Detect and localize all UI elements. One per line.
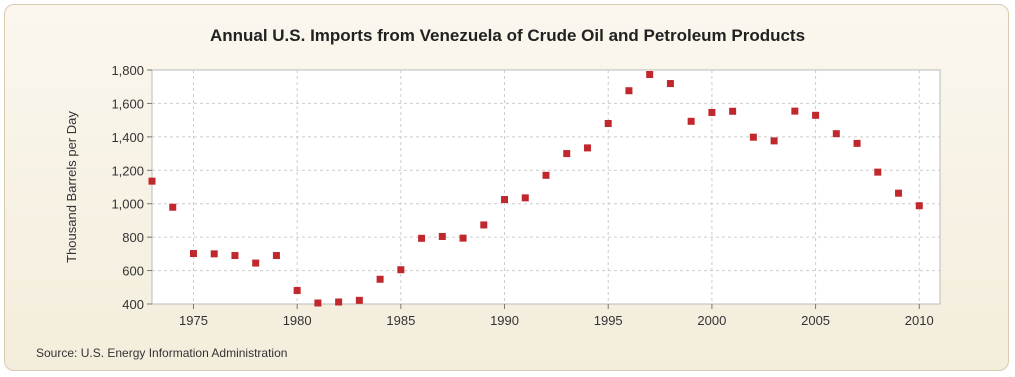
data-point xyxy=(252,259,260,267)
x-tick-label: 2000 xyxy=(697,313,726,328)
data-point xyxy=(189,250,197,258)
x-tick-label: 1990 xyxy=(490,313,519,328)
y-tick-label: 400 xyxy=(122,297,144,312)
data-point xyxy=(376,275,384,283)
plot-area xyxy=(151,69,941,305)
data-point xyxy=(625,87,633,95)
source-note: Source: U.S. Energy Information Administ… xyxy=(36,346,288,360)
data-point xyxy=(874,168,882,176)
data-point xyxy=(148,177,156,185)
data-point xyxy=(666,80,674,88)
data-point xyxy=(480,221,488,229)
data-point xyxy=(272,252,280,260)
data-point xyxy=(729,107,737,115)
data-point xyxy=(812,111,820,119)
x-tick-label: 1985 xyxy=(386,313,415,328)
data-point xyxy=(895,189,903,197)
data-point xyxy=(438,232,446,240)
y-tick-label: 1,800 xyxy=(111,63,144,78)
data-point xyxy=(853,139,861,147)
x-tick-label: 2010 xyxy=(905,313,934,328)
chart-title: Annual U.S. Imports from Venezuela of Cr… xyxy=(209,26,806,45)
y-axis: 400 600 800 1,000 1,200 1,400 1,600 1,800 xyxy=(111,63,152,312)
data-point xyxy=(708,108,716,116)
y-tick-label: 1,600 xyxy=(111,96,144,111)
data-point xyxy=(749,133,757,141)
data-point xyxy=(583,144,591,152)
data-point xyxy=(563,150,571,158)
y-axis-label: Thousand Barrels per Day xyxy=(64,111,79,263)
data-point xyxy=(314,299,322,307)
data-point xyxy=(459,234,467,242)
data-point xyxy=(501,196,509,204)
data-point xyxy=(293,286,301,294)
data-point xyxy=(542,171,550,179)
data-point xyxy=(604,119,612,127)
x-axis: 1975 1980 1985 1990 1995 2000 2005 2010 xyxy=(179,304,934,328)
y-tick-label: 1,400 xyxy=(111,130,144,145)
x-tick-label: 1975 xyxy=(179,313,208,328)
grid-lines xyxy=(152,70,940,304)
x-tick-label: 1980 xyxy=(283,313,312,328)
data-point xyxy=(791,107,799,115)
data-point xyxy=(210,250,218,258)
data-point xyxy=(832,130,840,138)
data-point xyxy=(687,117,695,125)
x-tick-label: 1995 xyxy=(594,313,623,328)
y-tick-label: 1,200 xyxy=(111,163,144,178)
data-point xyxy=(915,202,923,210)
y-tick-label: 600 xyxy=(122,264,144,279)
data-point xyxy=(770,137,778,145)
x-tick-label: 2005 xyxy=(801,313,830,328)
data-point xyxy=(169,203,177,211)
data-point xyxy=(355,296,363,304)
data-points xyxy=(148,71,923,307)
data-point xyxy=(335,298,343,306)
y-tick-label: 1,000 xyxy=(111,197,144,212)
y-tick-label: 800 xyxy=(122,230,144,245)
data-point xyxy=(646,71,654,79)
data-point xyxy=(521,194,529,202)
data-point xyxy=(231,252,239,260)
data-point xyxy=(397,266,405,274)
data-point xyxy=(418,234,426,242)
